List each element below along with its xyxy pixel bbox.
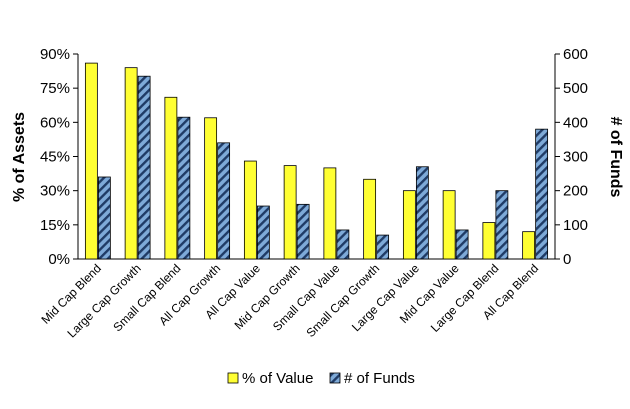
- right-tick-label: 300: [563, 149, 588, 166]
- bar-number-of-funds: [217, 142, 231, 260]
- left-tick-label: 75%: [40, 80, 70, 97]
- category-label: Small Cap Growth: [303, 261, 382, 340]
- bar-number-of-funds: [137, 75, 151, 260]
- bar-number-of-funds: [177, 116, 191, 260]
- bar-percent-of-value: [204, 117, 218, 260]
- bar-number-of-funds: [336, 229, 350, 260]
- legend-swatch-percent-of-value: [227, 372, 239, 384]
- bar-number-of-funds: [256, 205, 270, 260]
- right-tick-label: 500: [563, 80, 588, 97]
- plot-area: [77, 54, 556, 260]
- right-tick-label: 0: [563, 251, 571, 268]
- legend-label-percent-of-value: % of Value: [242, 370, 313, 387]
- legend-label-number-of-funds: # of Funds: [344, 370, 415, 387]
- bar-percent-of-value: [363, 178, 377, 260]
- bar-percent-of-value: [124, 67, 138, 260]
- right-tick-label: 400: [563, 114, 588, 131]
- left-tick-label: 0%: [48, 251, 70, 268]
- left-tick-label: 60%: [40, 114, 70, 131]
- bar-percent-of-value: [442, 190, 456, 260]
- bar-number-of-funds: [495, 190, 509, 260]
- left-tick-label: 30%: [40, 183, 70, 200]
- category-label: Large Cap Blend: [428, 261, 502, 335]
- right-tick-label: 600: [563, 46, 588, 63]
- bar-percent-of-value: [402, 190, 416, 260]
- bar-percent-of-value: [84, 62, 98, 260]
- bar-percent-of-value: [522, 231, 536, 260]
- right-axis-ticks: 0 100 200 300 400 500 600: [555, 46, 588, 268]
- category-label: Large Cap Value: [349, 261, 422, 334]
- bar-percent-of-value: [482, 222, 496, 260]
- bar-percent-of-value: [243, 160, 257, 260]
- bar-percent-of-value: [323, 167, 337, 260]
- bar-number-of-funds: [415, 166, 429, 260]
- bar-number-of-funds: [535, 128, 549, 260]
- bar-percent-of-value: [164, 96, 178, 260]
- bar-number-of-funds: [296, 203, 310, 260]
- category-label: Small Cap Blend: [110, 261, 183, 334]
- bar-number-of-funds: [455, 229, 469, 260]
- left-tick-label: 45%: [40, 149, 70, 166]
- right-tick-label: 100: [563, 217, 588, 234]
- right-axis-title: # of Funds: [607, 117, 624, 198]
- left-axis-ticks: 0% 15% 30% 45% 60% 75% 90%: [40, 46, 78, 268]
- left-axis-title: % of Assets: [11, 112, 28, 202]
- left-tick-label: 15%: [40, 217, 70, 234]
- bar-number-of-funds: [97, 176, 111, 260]
- left-tick-label: 90%: [40, 46, 70, 63]
- bar-percent-of-value: [283, 165, 297, 260]
- legend-swatch-number-of-funds: [329, 372, 341, 384]
- legend: % of Value # of Funds: [227, 370, 415, 387]
- bar-number-of-funds: [376, 234, 390, 260]
- right-tick-label: 200: [563, 183, 588, 200]
- category-label: Large Cap Growth: [65, 261, 144, 340]
